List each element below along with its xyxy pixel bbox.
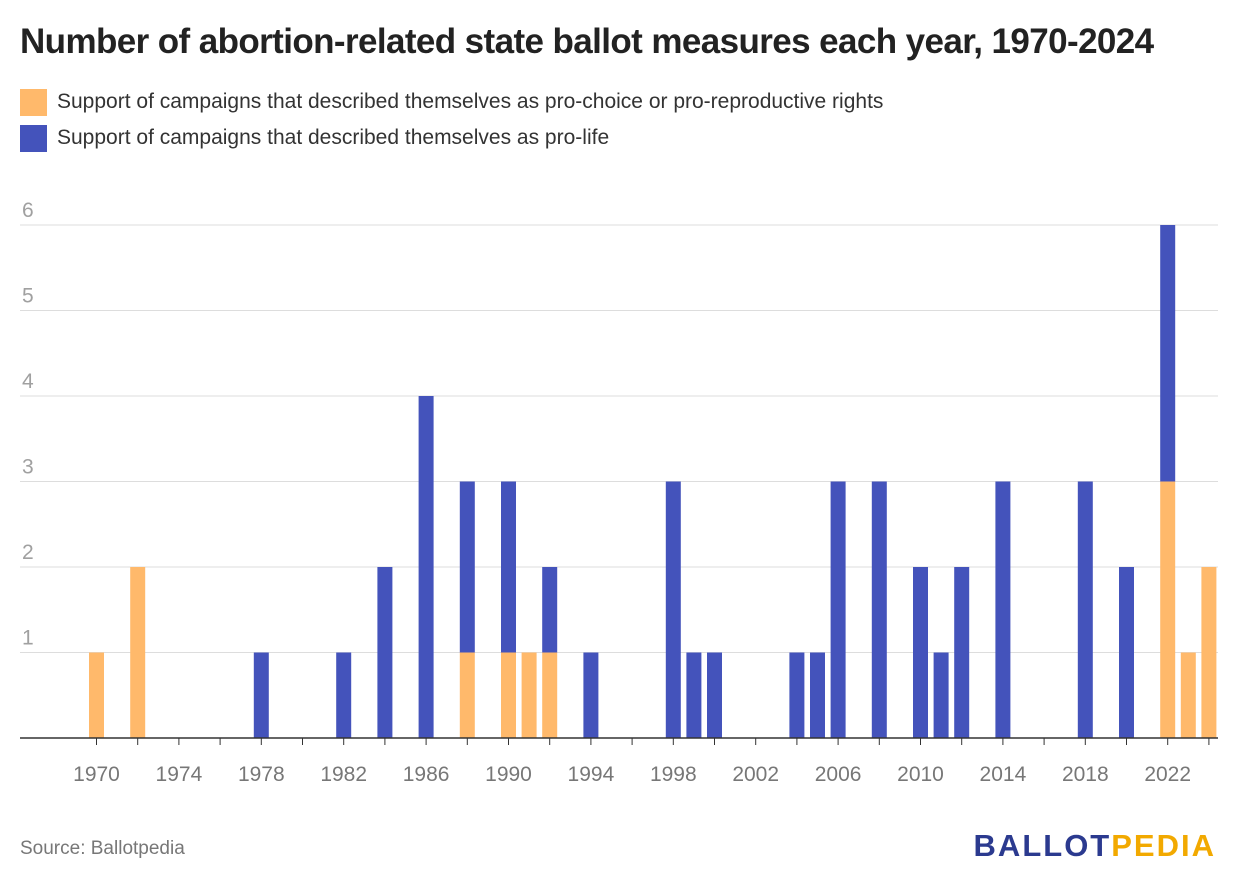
x-tick-label-2006: 2006 — [815, 763, 862, 786]
x-tick-label-2018: 2018 — [1062, 763, 1109, 786]
bar-2022-pro-life — [1160, 225, 1176, 482]
x-tick-label-1998: 1998 — [650, 763, 697, 786]
source-note: Source: Ballotpedia — [20, 838, 185, 859]
x-tick-label-1994: 1994 — [568, 763, 615, 786]
bar-1982-pro-life — [336, 652, 352, 738]
x-tick-label-1982: 1982 — [320, 763, 367, 786]
legend-label-pro-choice: Support of campaigns that described them… — [57, 90, 884, 113]
x-tick-label-1978: 1978 — [238, 763, 285, 786]
bar-1991-pro-choice — [521, 652, 537, 738]
bar-2000-pro-life — [707, 652, 722, 738]
y-tick-label-1: 1 — [22, 627, 34, 650]
bar-1998-pro-life — [665, 481, 681, 738]
x-tick-label-1974: 1974 — [156, 763, 203, 786]
bar-2018-pro-life — [1077, 481, 1093, 738]
bar-2014-pro-life — [995, 481, 1011, 738]
x-tick-label-2022: 2022 — [1144, 763, 1191, 786]
y-tick-label-2: 2 — [22, 541, 34, 564]
legend-item-pro-life: Support of campaigns that described them… — [20, 120, 883, 156]
x-tick-label-2010: 2010 — [897, 763, 944, 786]
bar-2024-pro-choice — [1201, 567, 1217, 738]
bar-1978-pro-life — [253, 652, 269, 738]
y-tick-label-3: 3 — [22, 456, 34, 479]
ballotpedia-logo: BALLOTPEDIA — [974, 828, 1216, 864]
x-tick-label-1986: 1986 — [403, 763, 450, 786]
bar-2004-pro-life — [789, 652, 805, 738]
bar-1999-pro-life — [686, 652, 702, 738]
y-tick-label-4: 4 — [22, 370, 34, 393]
bar-2010-pro-life — [913, 567, 928, 738]
x-tick-label-1990: 1990 — [485, 763, 532, 786]
y-tick-label-5: 5 — [22, 285, 34, 308]
bar-1990-pro-choice — [501, 652, 516, 738]
bar-2023-pro-choice — [1180, 652, 1196, 738]
bar-2008-pro-life — [871, 481, 887, 738]
bar-1986-pro-life — [418, 396, 434, 738]
legend-label-pro-life: Support of campaigns that described them… — [57, 126, 610, 149]
logo-part-pedia: PEDIA — [1111, 828, 1216, 863]
bar-1990-pro-life — [501, 481, 516, 653]
bar-2022-pro-choice — [1160, 481, 1176, 738]
bar-1970-pro-choice — [89, 652, 104, 738]
logo-part-ballot: BALLOT — [973, 828, 1112, 863]
bar-1992-pro-life — [542, 567, 558, 653]
bar-2012-pro-life — [954, 567, 970, 738]
chart-title: Number of abortion-related state ballot … — [20, 22, 1154, 61]
x-tick-label-1970: 1970 — [73, 763, 120, 786]
bar-1988-pro-choice — [459, 652, 475, 738]
bar-1988-pro-life — [459, 481, 475, 653]
bar-2020-pro-life — [1119, 567, 1134, 738]
legend-swatch-pro-choice — [20, 88, 47, 116]
bar-2006-pro-life — [830, 481, 846, 738]
bar-2005-pro-life — [810, 652, 825, 738]
x-tick-label-2002: 2002 — [732, 763, 779, 786]
bar-1994-pro-life — [583, 652, 599, 738]
legend-swatch-pro-life — [20, 124, 47, 152]
bar-chart: 1 2 3 4 5 6 1970 1974 1978 1982 1986 1990 1994 1998 20… — [20, 199, 1218, 786]
y-tick-label-6: 6 — [22, 199, 34, 222]
x-tick-label-2014: 2014 — [980, 763, 1027, 786]
bar-2011-pro-life — [933, 652, 949, 738]
bar-1984-pro-life — [377, 567, 393, 738]
bar-1992-pro-choice — [542, 652, 558, 738]
legend: Support of campaigns that described them… — [20, 84, 883, 156]
bar-1972-pro-choice — [130, 567, 146, 738]
legend-item-pro-choice: Support of campaigns that described them… — [20, 84, 883, 120]
